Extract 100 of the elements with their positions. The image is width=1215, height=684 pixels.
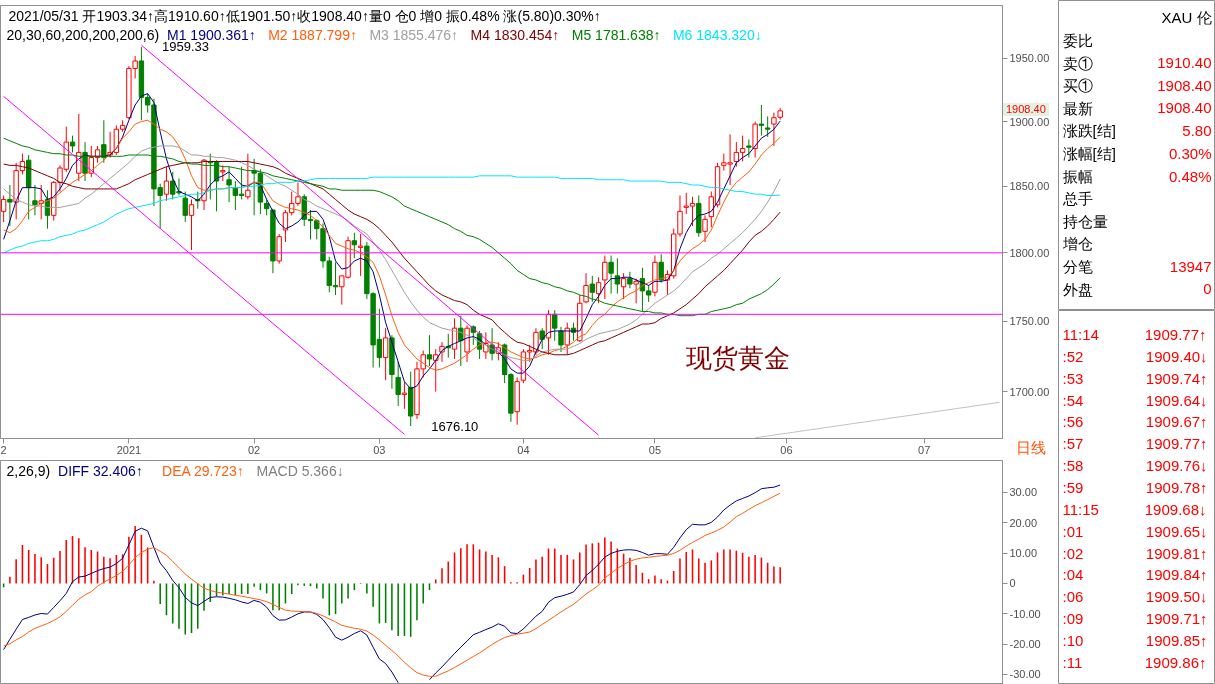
text: 持仓量 <box>1062 212 1108 230</box>
text: M3 1855.476↑ <box>369 26 459 43</box>
line-series <box>754 401 1000 439</box>
text: 总手 <box>1061 190 1093 208</box>
text: 11:14 1909.77↑ <box>1062 326 1207 343</box>
annotation: MACD 5.366↓ <box>256 462 344 479</box>
candlestick <box>182 191 188 223</box>
candlestick <box>38 184 44 220</box>
text: 1908.40 <box>1003 103 1049 116</box>
candlestick <box>620 272 627 300</box>
x-tick-label: 06 <box>780 443 793 456</box>
text: :58 1909.76↓ <box>1062 457 1208 475</box>
candlestick <box>433 348 439 393</box>
text: DIFF 32.406↑ <box>58 462 143 479</box>
text: :56 1909.67↑ <box>1062 413 1208 431</box>
candlestick <box>627 271 633 289</box>
candlestick <box>558 326 564 353</box>
candlestick <box>32 184 38 216</box>
text: 卖① 1910.40 <box>1062 54 1212 72</box>
y-tick-label: 1750.00 <box>1009 315 1050 328</box>
x-tick-label: 2021 <box>116 443 142 456</box>
line-series <box>3 175 781 254</box>
candlestick <box>401 381 408 410</box>
text: 涨幅[结] 0.30% <box>1062 145 1212 162</box>
candlestick <box>633 278 639 304</box>
candlestick <box>539 327 545 350</box>
text: :53 1909.74↑ <box>1062 369 1208 387</box>
candlestick <box>608 255 614 295</box>
candlestick <box>226 166 232 203</box>
text: :52 1909.40↓ <box>1062 347 1208 365</box>
y-tick-label: 1700.00 <box>1009 385 1050 398</box>
candlestick <box>382 327 389 381</box>
candlestick <box>188 198 195 251</box>
text: 增仓 <box>1061 235 1093 253</box>
text: :11 1909.86↑ <box>1062 653 1207 671</box>
y-tick-label: 20.00 <box>1009 516 1038 529</box>
y-tick-label: 10.00 <box>1009 547 1038 560</box>
x-tick-label: 2 <box>0 443 7 456</box>
text: 买① 1908.40 <box>1062 76 1212 95</box>
x-tick-label: 07 <box>918 443 931 456</box>
text: M2 1887.799↑ <box>268 26 357 43</box>
text: 现货黄金 <box>685 342 790 373</box>
annotation: 1676.10 <box>431 418 479 434</box>
candlestick <box>564 322 570 356</box>
candlestick <box>7 184 13 227</box>
candlestick <box>583 272 589 304</box>
y-tick-label: 1850.00 <box>1009 180 1050 193</box>
x-axis-title: 日线 <box>1016 439 1046 457</box>
y-tick-label: 1950.00 <box>1009 52 1050 65</box>
text: :59 1909.78↑ <box>1062 478 1208 496</box>
text: :02 1909.81↑ <box>1062 544 1208 562</box>
y-tick-label: 1900.00 <box>1009 115 1050 128</box>
y-tick-label: 30.00 <box>1009 486 1038 499</box>
x-tick-label: 04 <box>517 443 530 456</box>
y-tick-label: 0 <box>1009 577 1016 590</box>
text: :10 1909.85↑ <box>1062 631 1208 649</box>
chart-subtitle: 2021/05/31 开1903.34↑高1910.60↑低1901.50↑收1908.40↑量0 仓0 增0 振0.48% 涨(5.80)0.30%↑ <box>8 7 601 24</box>
text: M4 1830.454↑ <box>470 26 560 43</box>
candlestick <box>595 276 602 304</box>
text: :09 1909.71↑ <box>1062 610 1208 628</box>
text: 分笔 13947 <box>1062 257 1212 275</box>
candlestick <box>746 139 752 159</box>
y-tick-label: -10.00 <box>1009 607 1041 620</box>
legend-title: 20,30,60,200,200,200,6) <box>6 26 160 43</box>
text: :06 1909.50↓ <box>1062 588 1208 606</box>
text: :04 1909.84↑ <box>1062 566 1208 584</box>
candlestick <box>702 214 708 243</box>
candlestick <box>163 166 170 202</box>
text: 外盘 0 <box>1062 280 1212 298</box>
y-tick-label: -30.00 <box>1009 668 1041 681</box>
candlestick <box>426 334 433 367</box>
y-tick-label: 1800.00 <box>1009 246 1050 259</box>
legend-title: 2,26,9) <box>6 462 51 479</box>
x-tick-label: 03 <box>373 443 386 456</box>
candlestick <box>758 104 765 137</box>
text: 委比 <box>1062 32 1093 49</box>
text: :57 1909.77↑ <box>1062 435 1208 453</box>
x-tick-label: 05 <box>648 443 662 456</box>
candlestick <box>614 257 621 295</box>
candlestick <box>552 309 558 342</box>
candlestick <box>764 115 771 138</box>
candlestick <box>351 232 358 259</box>
text: DEA 29.723↑ <box>162 462 244 479</box>
text: :01 1909.65↓ <box>1062 522 1208 540</box>
text: 11:15 1909.68↓ <box>1062 500 1207 518</box>
text: M5 1781.638↑ <box>571 26 661 43</box>
text: :54 1909.64↓ <box>1062 391 1208 409</box>
text: 最新 1908.40 <box>1062 99 1212 117</box>
candlestick <box>589 275 595 303</box>
candlestick <box>464 324 470 363</box>
text: XAU 伦 <box>1161 9 1212 26</box>
text: M6 1843.320↓ <box>672 26 762 43</box>
text: 涨跌[结] 5.80 <box>1062 121 1212 140</box>
candlestick <box>602 255 608 300</box>
candlestick <box>357 233 364 277</box>
candlestick <box>245 153 251 200</box>
candlestick <box>0 195 7 223</box>
candlestick <box>658 253 664 284</box>
x-tick-label: 02 <box>248 443 261 456</box>
text: 振幅 0.48% <box>1062 167 1212 185</box>
